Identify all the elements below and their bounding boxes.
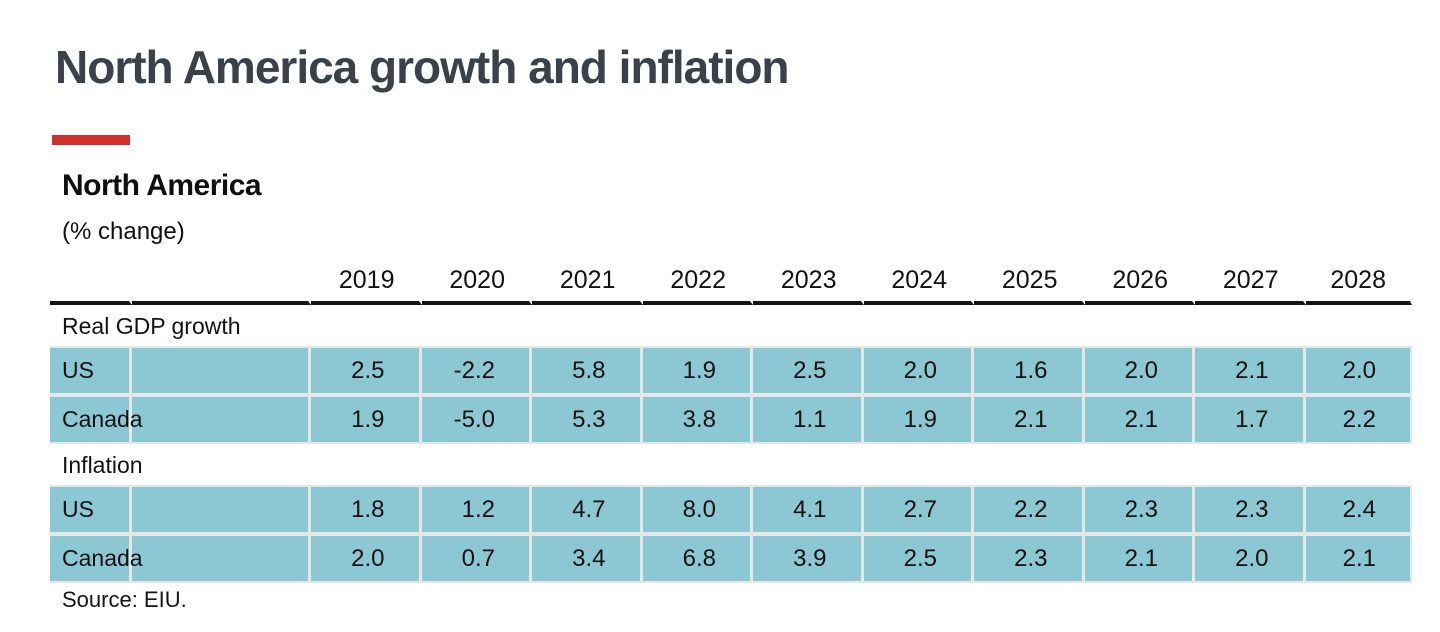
value-cell: -2.2: [421, 346, 532, 395]
value-cell: 4.1: [753, 485, 864, 534]
value-cell: 2.0: [1305, 346, 1412, 395]
header-spacer-cell: [132, 257, 311, 305]
header-spacer-cell: [50, 257, 132, 305]
value-cell: 2.1: [1084, 534, 1195, 583]
row-label-cell: Canada: [50, 395, 143, 444]
value-cell: 4.7: [532, 485, 643, 534]
table-unit-label: (% change): [62, 218, 185, 245]
year-header-cell: 2021: [532, 257, 643, 305]
value-cell: 2.5: [311, 346, 422, 395]
row-spacer-cell: [132, 346, 311, 395]
value-cell: 1.9: [642, 346, 753, 395]
page-title: North America growth and inflation: [55, 41, 790, 93]
value-cell: 6.8: [642, 534, 753, 583]
year-header-cell: 2020: [421, 257, 532, 305]
year-header-cell: 2026: [1084, 257, 1195, 305]
year-header-cell: 2023: [753, 257, 864, 305]
value-cell: 5.8: [532, 346, 643, 395]
accent-bar: [52, 135, 130, 145]
value-cell: 1.1: [753, 395, 864, 444]
row-spacer-cell: [132, 395, 311, 444]
year-header-cell: 2025: [974, 257, 1085, 305]
value-cell: 2.1: [1195, 346, 1306, 395]
year-header-cell: 2019: [311, 257, 422, 305]
year-header-row: 2019 2020 2021 2022 2023 2024 2025 2026 2027 2028: [50, 257, 1412, 305]
value-cell: 2.1: [1305, 534, 1412, 583]
value-cell: 5.3: [532, 395, 643, 444]
value-cell: 2.3: [974, 534, 1085, 583]
value-cell: 2.5: [753, 346, 864, 395]
data-row: US 1.8 1.2 4.7 8.0 4.1 2.7 2.2 2.3 2.3 2.4: [50, 485, 1412, 534]
value-cell: 8.0: [642, 485, 753, 534]
section-label: Inflation: [50, 444, 1412, 485]
section-label: Real GDP growth: [50, 305, 1412, 346]
value-cell: 2.0: [863, 346, 974, 395]
table-title: North America: [62, 169, 262, 202]
value-cell: 1.9: [311, 395, 422, 444]
growth-inflation-table: 2019 2020 2021 2022 2023 2024 2025 2026 2027 2028…: [50, 257, 1412, 583]
section-row: Real GDP growth: [50, 305, 1412, 346]
value-cell: 2.1: [974, 395, 1085, 444]
data-row: Canada 2.0 0.7 3.4 6.8 3.9 2.5 2.3 2.1 2.0 2.1: [50, 534, 1412, 583]
value-cell: 3.9: [753, 534, 864, 583]
value-cell: 2.3: [1195, 485, 1306, 534]
value-cell: 2.0: [311, 534, 422, 583]
row-spacer-cell: [132, 485, 311, 534]
value-cell: 2.7: [863, 485, 974, 534]
value-cell: 3.4: [532, 534, 643, 583]
value-cell: 2.4: [1305, 485, 1412, 534]
source-note: Source: EIU.: [62, 587, 187, 612]
row-label-cell: Canada: [50, 534, 143, 583]
value-cell: 2.1: [1084, 395, 1195, 444]
year-header-cell: 2022: [642, 257, 753, 305]
value-cell: 1.8: [311, 485, 422, 534]
year-header-cell: 2024: [863, 257, 974, 305]
value-cell: 2.2: [1305, 395, 1412, 444]
row-label-cell: US: [50, 485, 132, 534]
row-label-cell: US: [50, 346, 132, 395]
value-cell: -5.0: [421, 395, 532, 444]
value-cell: 1.6: [974, 346, 1085, 395]
value-cell: 2.5: [863, 534, 974, 583]
data-row: US 2.5 -2.2 5.8 1.9 2.5 2.0 1.6 2.0 2.1 2.0: [50, 346, 1412, 395]
value-cell: 2.2: [974, 485, 1085, 534]
row-spacer-cell: [132, 534, 311, 583]
value-cell: 1.7: [1195, 395, 1306, 444]
year-header-cell: 2027: [1195, 257, 1306, 305]
value-cell: 0.7: [421, 534, 532, 583]
year-header-cell: 2028: [1305, 257, 1412, 305]
table-body: Real GDP growth US 2.5 -2.2 5.8 1.9 2.5 2.0 1.6 2…: [50, 305, 1412, 583]
value-cell: 2.0: [1084, 346, 1195, 395]
section-row: Inflation: [50, 444, 1412, 485]
value-cell: 2.0: [1195, 534, 1306, 583]
value-cell: 3.8: [642, 395, 753, 444]
value-cell: 1.9: [863, 395, 974, 444]
value-cell: 2.3: [1084, 485, 1195, 534]
data-row: Canada 1.9 -5.0 5.3 3.8 1.1 1.9 2.1 2.1 1.7 2.2: [50, 395, 1412, 444]
value-cell: 1.2: [421, 485, 532, 534]
